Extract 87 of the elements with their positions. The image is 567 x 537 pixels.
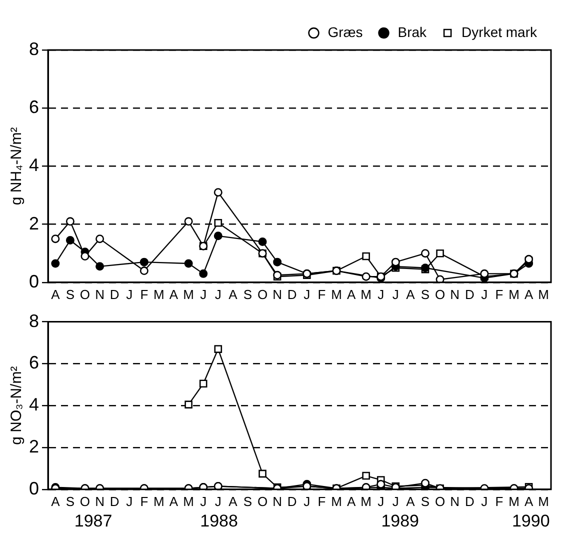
x-tick-label: M xyxy=(331,494,342,509)
x-tick-label: M xyxy=(360,286,372,302)
x-tick-label: F xyxy=(140,494,148,509)
x-tick-label: A xyxy=(346,494,356,509)
legend-label: Græs xyxy=(328,24,363,40)
y-tick-label: 6 xyxy=(28,352,40,373)
x-tick-label: O xyxy=(80,494,90,509)
y-tick-label: 4 xyxy=(28,155,40,176)
x-tick-label: A xyxy=(51,286,60,302)
x-tick-label: D xyxy=(464,494,474,509)
x-tick-label: N xyxy=(272,494,282,509)
y-tick-label: 4 xyxy=(28,394,40,415)
x-tick-label: S xyxy=(243,494,252,509)
y-tick-label: 0 xyxy=(28,271,40,292)
y-axis-title: g NO₃-N/m² xyxy=(8,366,26,445)
x-tick-label: S xyxy=(420,286,430,302)
x-tick-label: F xyxy=(495,494,504,509)
x-tick-label: N xyxy=(450,494,460,509)
x-tick-label: A xyxy=(169,494,178,509)
x-tick-label: D xyxy=(287,494,297,509)
x-tick-label: J xyxy=(200,286,207,302)
x-tick-label: A xyxy=(406,286,416,302)
x-tick-label: N xyxy=(450,286,460,302)
x-tick-label: S xyxy=(420,494,430,509)
y-tick-label: 2 xyxy=(28,436,40,456)
x-tick-label: J xyxy=(304,286,310,302)
x-tick-label: M xyxy=(183,286,194,302)
x-tick-label: M xyxy=(508,286,520,302)
x-tick-label: M xyxy=(538,286,550,302)
x-tick-label: M xyxy=(154,286,164,302)
x-tick-label: D xyxy=(287,286,297,302)
y-axis-title: g NH₄-N/m² xyxy=(8,127,26,206)
x-tick-label: F xyxy=(140,286,148,302)
x-tick-label: M xyxy=(183,494,194,509)
x-tick-label: A xyxy=(524,286,534,302)
x-tick-label: J xyxy=(378,286,384,302)
text: 1989 xyxy=(381,512,420,531)
x-tick-label: O xyxy=(80,286,90,302)
y-tick-label: 8 xyxy=(28,38,40,59)
x-tick-label: D xyxy=(110,494,120,509)
y-tick-label: 6 xyxy=(28,97,40,118)
x-tick-label: J xyxy=(126,286,133,302)
x-tick-label: J xyxy=(214,286,222,302)
x-tick-label: J xyxy=(378,494,384,509)
x-tick-label: J xyxy=(392,494,399,509)
x-tick-label: D xyxy=(464,286,474,302)
x-tick-label: S xyxy=(243,286,252,302)
x-tick-label: A xyxy=(51,494,60,509)
x-tick-label: A xyxy=(169,286,178,302)
x-tick-label: O xyxy=(257,286,268,302)
x-tick-label: J xyxy=(214,494,222,509)
x-tick-label: M xyxy=(538,494,550,509)
x-tick-label: J xyxy=(126,494,133,509)
x-tick-label: F xyxy=(495,286,504,302)
x-tick-label: N xyxy=(272,286,282,302)
x-tick-label: J xyxy=(481,494,488,509)
x-tick-label: M xyxy=(508,494,520,509)
x-tick-label: O xyxy=(434,286,446,302)
x-tick-label: A xyxy=(346,286,356,302)
text: 1987 xyxy=(74,512,112,531)
x-tick-label: N xyxy=(95,494,104,509)
x-tick-label: M xyxy=(331,286,342,302)
x-tick-label: S xyxy=(66,494,75,509)
x-tick-label: O xyxy=(434,494,446,509)
x-tick-label: A xyxy=(524,494,534,509)
x-tick-label: S xyxy=(66,286,75,302)
x-tick-label: F xyxy=(318,494,326,509)
x-tick-label: O xyxy=(257,494,268,509)
x-tick-label: D xyxy=(110,286,120,302)
legend-label: Brak xyxy=(398,24,428,40)
legend-label: Dyrket mark xyxy=(462,24,538,40)
x-tick-label: J xyxy=(304,494,310,509)
x-tick-label: J xyxy=(481,286,488,302)
x-tick-label: A xyxy=(228,286,238,302)
x-tick-label: F xyxy=(318,286,326,302)
y-tick-label: 0 xyxy=(28,478,40,498)
x-tick-label: M xyxy=(360,494,372,509)
x-tick-label: M xyxy=(154,494,164,509)
x-tick-label: N xyxy=(95,286,104,302)
x-tick-label: A xyxy=(406,494,416,509)
text: 1990 xyxy=(512,512,550,531)
x-tick-label: J xyxy=(392,286,399,302)
y-tick-label: 8 xyxy=(28,310,40,331)
x-tick-label: J xyxy=(200,494,207,509)
x-tick-label: A xyxy=(228,494,238,509)
text: 1988 xyxy=(200,512,238,531)
y-tick-label: 2 xyxy=(28,213,40,234)
